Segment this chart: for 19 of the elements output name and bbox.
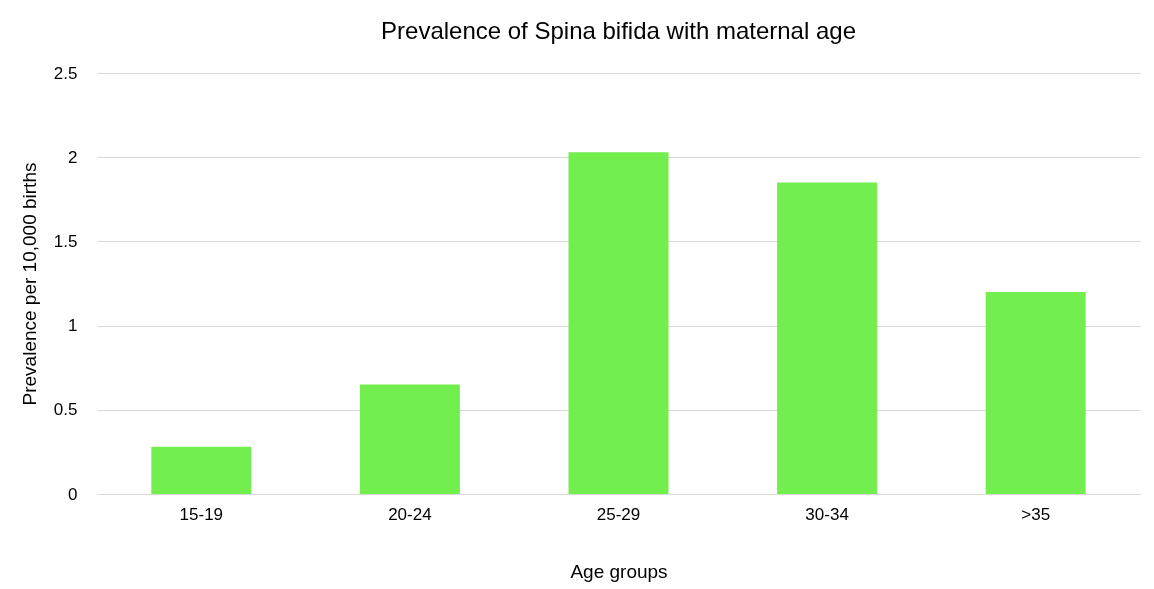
y-tick-label: 1.5 [53, 231, 78, 251]
chart-title: Prevalence of Spina bifida with maternal age [381, 17, 856, 44]
x-tick-label: 30-34 [805, 504, 849, 524]
y-tick-label: 0.5 [53, 400, 78, 420]
bar [568, 152, 669, 494]
x-axis-title: Age groups [570, 560, 668, 582]
x-tick-label: 20-24 [388, 504, 432, 524]
y-tick-label: 2.5 [53, 63, 78, 83]
bar [359, 384, 460, 494]
y-axis-title: Prevalence per 10,000 births [18, 162, 40, 406]
bar [777, 182, 878, 494]
bar [151, 446, 252, 494]
y-tick-label: 1 [68, 316, 78, 336]
x-tick-label: >35 [1021, 504, 1051, 524]
y-tick-label: 2 [68, 147, 78, 167]
y-tick-label: 0 [68, 484, 78, 504]
bar [985, 291, 1086, 494]
x-tick-label: 25-29 [596, 504, 641, 524]
x-tick-label: 15-19 [179, 504, 224, 524]
